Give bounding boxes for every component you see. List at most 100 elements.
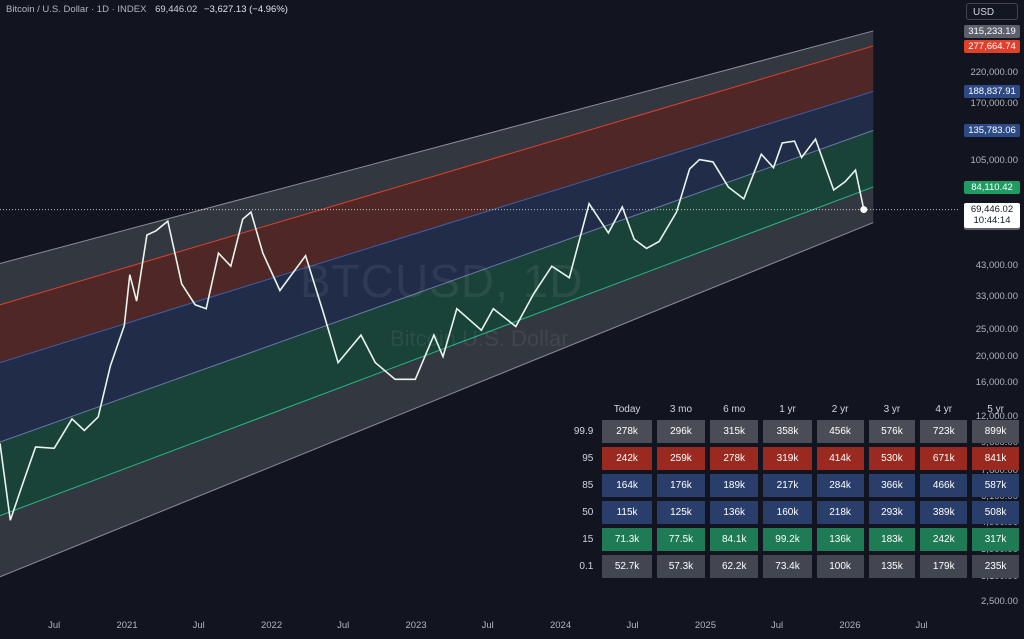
table-cell: 125k <box>656 501 706 524</box>
table-cell: 135k <box>868 555 916 578</box>
table-cell: 179k <box>920 555 968 578</box>
table-cell: 259k <box>656 447 706 470</box>
watermark-ticker: BTCUSD, 1D <box>300 255 584 307</box>
price-tag: 84,110.42 <box>964 180 1020 194</box>
table-cell: 62.2k <box>710 555 759 578</box>
table-cell: 284k <box>816 474 864 497</box>
band-95-to-85 <box>0 45 874 363</box>
table-cell: 278k <box>710 447 759 470</box>
table-cell: 235k <box>972 555 1019 578</box>
table-cell: 414k <box>816 447 864 470</box>
price-tag: 315,233.19 <box>964 24 1020 38</box>
price-tag: 135,783.06 <box>964 124 1020 138</box>
row-percentile-label: 50 <box>582 507 594 518</box>
table-cell: 176k <box>656 474 706 497</box>
table-cell: 389k <box>920 501 968 524</box>
watermark-name: Bitcoin U.S. Dollar <box>390 326 569 351</box>
table-cell: 217k <box>763 474 812 497</box>
table-cell: 293k <box>868 501 916 524</box>
regression-bands <box>0 30 874 578</box>
x-tick-label: 2022 <box>260 620 283 631</box>
band-line-50 <box>0 129 874 443</box>
band-line-0.1 <box>0 222 874 578</box>
row-percentile-label: 95 <box>582 453 594 464</box>
band-99.9-to-95 <box>0 30 874 305</box>
band-line-15 <box>0 186 874 517</box>
table-cell: 841k <box>972 447 1019 470</box>
table-cell: 723k <box>920 420 968 443</box>
table-cell: 576k <box>868 420 916 443</box>
x-tick-label: 2021 <box>116 620 138 631</box>
current-price-marker <box>860 206 868 214</box>
row-percentile-label: 99.9 <box>573 426 594 437</box>
band-line-85 <box>0 90 874 364</box>
row-percentile-label: 15 <box>582 534 594 545</box>
table-cell: 136k <box>816 528 864 551</box>
price-tag: 277,664.74 <box>964 39 1020 53</box>
table-cell: 456k <box>816 420 864 443</box>
x-tick-label: Jul <box>915 620 928 631</box>
table-cell: 100k <box>816 555 864 578</box>
table-cell: 84.1k <box>710 528 759 551</box>
x-tick-label: 2024 <box>549 620 572 631</box>
table-cell: 317k <box>972 528 1019 551</box>
table-cell: 366k <box>868 474 916 497</box>
table-column-header: 2 yr <box>831 403 849 415</box>
y-tick-label: 20,000.00 <box>975 350 1018 362</box>
y-tick-label: 7,600.00 <box>981 464 1018 476</box>
table-cell: 278k <box>602 420 652 443</box>
y-tick-label: 33,000.00 <box>975 291 1018 303</box>
table-column-header: 4 yr <box>935 403 953 415</box>
price-tag: 188,837.91 <box>964 85 1020 99</box>
table-corner <box>567 402 597 416</box>
y-tick-label: 16,000.00 <box>975 376 1018 388</box>
table-cell: 319k <box>763 447 812 470</box>
table-cell: 530k <box>868 447 916 470</box>
projection-table: Today 3 mo 6 mo 1 yr 2 yr 3 yr 4 yr 5 yr 99.9 27… <box>562 398 1024 582</box>
btc-price-series <box>0 137 865 521</box>
x-tick-label: 2026 <box>839 620 861 631</box>
table-column-header: 3 yr <box>883 403 901 415</box>
table-row: 50 115k 125k 136k 160k 218k 293k 389k 508k <box>567 501 1019 524</box>
y-tick-label: 2,500.00 <box>981 596 1018 608</box>
x-tick-label: Jul <box>771 620 784 631</box>
table-cell: 71.3k <box>602 528 652 551</box>
band-50-to-15 <box>0 130 874 516</box>
table-cell: 508k <box>972 501 1019 524</box>
row-percentile-label: 0.1 <box>579 561 594 572</box>
x-tick-label: Jul <box>48 620 61 631</box>
table-cell: 57.3k <box>656 555 706 578</box>
table-column-header: Today <box>613 403 641 415</box>
symbol-title: Bitcoin / U.S. Dollar · 1D · INDEX <box>6 4 147 15</box>
table-column-header: 1 yr <box>779 403 796 415</box>
currency-button[interactable]: USD <box>966 3 1018 20</box>
y-tick-label: 43,000.00 <box>975 260 1018 272</box>
table-column-header: 6 mo <box>723 403 746 415</box>
table-cell: 242k <box>602 447 652 470</box>
chart-header: Bitcoin / U.S. Dollar · 1D · INDEX 69,44… <box>6 4 288 15</box>
table-cell: 242k <box>920 528 968 551</box>
y-tick-label: 170,000.00 <box>970 97 1018 109</box>
x-tick-label: Jul <box>337 620 350 631</box>
band-85-to-50 <box>0 91 874 443</box>
table-cell: 466k <box>920 474 968 497</box>
table-cell: 671k <box>920 447 968 470</box>
table-cell: 587k <box>972 474 1019 497</box>
table-cell: 189k <box>710 474 759 497</box>
y-tick-label: 12,000.00 <box>975 410 1018 422</box>
table-cell: 77.5k <box>656 528 706 551</box>
current-price-value: 69,446.02 <box>970 203 1014 215</box>
table-row: 15 71.3k 77.5k 84.1k 99.2k 136k 183k 242k 317k <box>567 528 1019 551</box>
last-price: 69,446.02 <box>155 4 198 15</box>
table-cell: 160k <box>763 501 812 524</box>
table-cell: 358k <box>763 420 812 443</box>
table-column-header: 5 yr <box>987 403 1004 415</box>
bar-countdown: 10:44:14 <box>973 214 1011 226</box>
band-line-99.9 <box>0 30 874 264</box>
table-row: 95 242k 259k 278k 319k 414k 530k 671k 841k <box>567 447 1019 470</box>
y-tick-label: 25,000.00 <box>975 324 1018 336</box>
table-row: 85 164k 176k 189k 217k 284k 366k 466k 587k <box>567 474 1019 497</box>
current-price-tag: 69,446.02 10:44:14 <box>964 202 1020 228</box>
table-cell: 73.4k <box>763 555 812 578</box>
